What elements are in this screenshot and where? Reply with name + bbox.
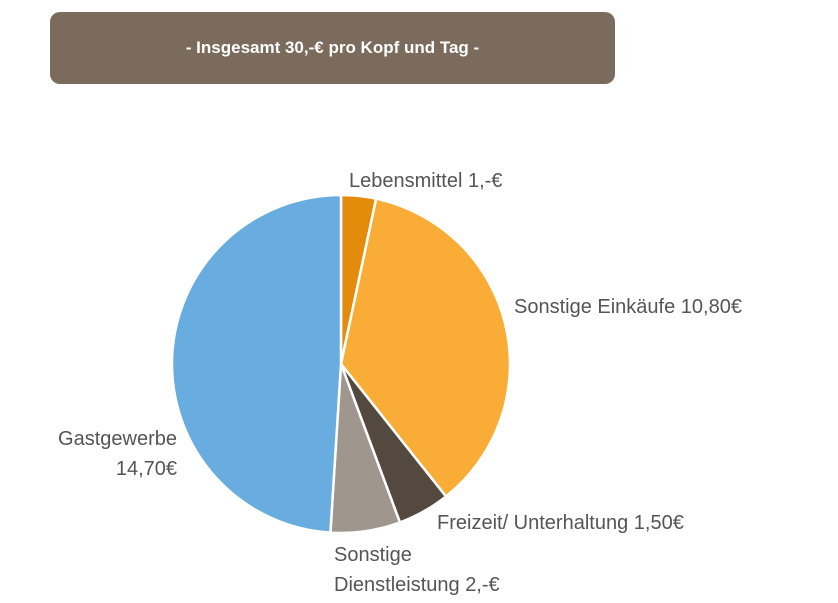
slice-label: Gastgewerbe 14,70€	[52, 424, 177, 484]
category-label: Sonstige Dienstleistung	[334, 544, 460, 596]
category-label: Gastgewerbe	[58, 428, 177, 450]
value-label: 1,50€	[633, 512, 684, 534]
slice-label: Lebensmittel 1,-€	[349, 166, 502, 196]
value-label: 1,-€	[467, 170, 503, 192]
category-label: Lebensmittel	[349, 170, 463, 192]
value-label: 2,-€	[465, 574, 500, 596]
value-label: 14,70€	[115, 458, 177, 480]
slice-label: Sonstige Einkäufe 10,80€	[514, 292, 742, 322]
category-label: Freizeit/ Unterhaltung	[437, 512, 629, 534]
slice-label: Sonstige Dienstleistung 2,-€	[334, 540, 534, 600]
category-label: Sonstige Einkäufe	[514, 296, 676, 318]
slice-label: Freizeit/ Unterhaltung 1,50€	[437, 508, 684, 538]
value-label: 10,80€	[680, 296, 742, 318]
pie-slice	[170, 193, 343, 534]
chart-title: - Insgesamt 30,-€ pro Kopf und Tag -	[50, 12, 615, 84]
pie-slice	[339, 197, 512, 499]
